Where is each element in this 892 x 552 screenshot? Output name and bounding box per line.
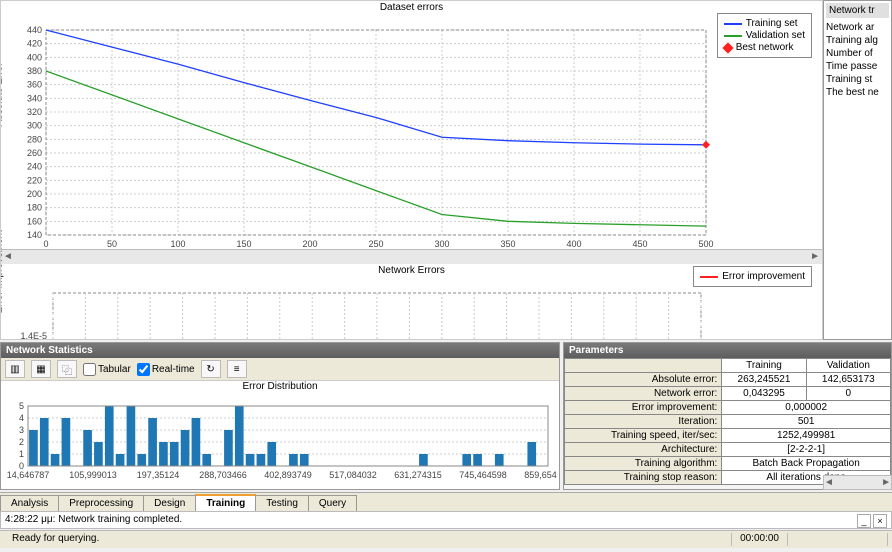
svg-text:859,654881: 859,654881 xyxy=(524,470,557,480)
network-statistics-panel: Network Statistics ▥ ▦ ⿻ Tabular Real-ti… xyxy=(0,342,560,490)
status-text: Ready for querying. xyxy=(4,533,732,546)
stats-toolbar: ▥ ▦ ⿻ Tabular Real-time ↻ ≡ xyxy=(1,358,559,381)
legend-errimp: Error improvement xyxy=(722,271,805,282)
bottom-tabs: AnalysisPreprocessingDesignTrainingTesti… xyxy=(0,492,892,511)
chart1-legend: Training set Validation set Best network xyxy=(717,13,812,58)
svg-text:240: 240 xyxy=(27,162,42,172)
grid-mode-icon[interactable]: ▦ xyxy=(31,360,51,378)
svg-text:250: 250 xyxy=(368,239,383,249)
svg-text:631,274315: 631,274315 xyxy=(394,470,442,480)
svg-text:160: 160 xyxy=(27,216,42,226)
svg-text:400: 400 xyxy=(27,52,42,62)
main-chart-area: Dataset errors Absolute Error 140 160 180 2… xyxy=(0,0,823,340)
svg-text:280: 280 xyxy=(27,134,42,144)
close-log-icon[interactable]: × xyxy=(873,514,887,528)
dist-title: Error Distribution xyxy=(1,381,559,392)
log-time: 4:28:22 μμ: xyxy=(5,514,55,525)
log-msg: Network training completed. xyxy=(58,514,182,525)
svg-text:402,893749: 402,893749 xyxy=(264,470,312,480)
side-line: Time passe xyxy=(826,60,889,73)
svg-text:200: 200 xyxy=(27,189,42,199)
svg-text:5: 5 xyxy=(19,401,24,411)
tab-training[interactable]: Training xyxy=(195,494,256,511)
side-line: Training st xyxy=(826,73,889,86)
svg-text:450: 450 xyxy=(632,239,647,249)
svg-text:745,464598: 745,464598 xyxy=(459,470,507,480)
tab-testing[interactable]: Testing xyxy=(255,495,309,511)
chart2-ylabel: Error Improvement xyxy=(0,230,5,313)
side-line: Network ar xyxy=(826,21,889,34)
tab-analysis[interactable]: Analysis xyxy=(0,495,59,511)
tab-query[interactable]: Query xyxy=(308,495,357,511)
svg-text:440: 440 xyxy=(27,25,42,35)
svg-text:420: 420 xyxy=(27,39,42,49)
svg-text:3: 3 xyxy=(19,425,24,435)
svg-text:14,646787: 14,646787 xyxy=(7,470,50,480)
svg-text:400: 400 xyxy=(566,239,581,249)
side-header: Network tr xyxy=(826,3,889,18)
dataset-errors-chart: Dataset errors Absolute Error 140 160 180 2… xyxy=(1,1,822,249)
chart1-ylabel: Absolute Error xyxy=(0,63,5,127)
status-spacer xyxy=(788,533,888,546)
params-header: Parameters xyxy=(564,343,891,358)
svg-text:50: 50 xyxy=(107,239,117,249)
realtime-checkbox[interactable]: Real-time xyxy=(137,363,195,376)
chart2-legend: Error improvement xyxy=(693,266,812,287)
svg-text:300: 300 xyxy=(27,121,42,131)
svg-text:500: 500 xyxy=(698,239,713,249)
chart-mode-icon[interactable]: ▥ xyxy=(5,360,25,378)
svg-text:0: 0 xyxy=(43,239,48,249)
svg-text:220: 220 xyxy=(27,175,42,185)
settings-icon[interactable]: ≡ xyxy=(227,360,247,378)
error-distribution-chart: Error Distribution 01234514,646787105,99… xyxy=(1,381,559,489)
log-bar: 4:28:22 μμ: Network training completed. … xyxy=(0,511,892,529)
svg-text:360: 360 xyxy=(27,80,42,90)
copy-icon[interactable]: ⿻ xyxy=(57,360,77,378)
tabular-checkbox[interactable]: Tabular xyxy=(83,363,131,376)
chart1-svg: 140 160 180 200 220 240 260 280 300 320 340 360 380 4… xyxy=(1,14,821,249)
svg-text:1,4E-5: 1,4E-5 xyxy=(20,331,47,340)
minimize-log-icon[interactable]: _ xyxy=(857,514,871,528)
side-line: Number of xyxy=(826,47,889,60)
svg-text:4: 4 xyxy=(19,413,24,423)
svg-text:517,084032: 517,084032 xyxy=(329,470,377,480)
tab-preprocessing[interactable]: Preprocessing xyxy=(58,495,144,511)
dist-svg: 01234514,646787105,999013197,35124288,70… xyxy=(1,392,557,484)
svg-text:320: 320 xyxy=(27,107,42,117)
svg-text:197,35124: 197,35124 xyxy=(137,470,180,480)
tab-design[interactable]: Design xyxy=(143,495,196,511)
chart1-title: Dataset errors xyxy=(1,1,822,14)
svg-text:260: 260 xyxy=(27,148,42,158)
params-table: TrainingValidationAbsolute error:263,245… xyxy=(564,358,891,485)
legend-training: Training set xyxy=(746,18,798,29)
svg-text:150: 150 xyxy=(236,239,251,249)
svg-text:2: 2 xyxy=(19,437,24,447)
svg-text:300: 300 xyxy=(434,239,449,249)
status-bar: Ready for querying. 00:00:00 xyxy=(0,530,892,548)
svg-text:1: 1 xyxy=(19,449,24,459)
svg-text:200: 200 xyxy=(302,239,317,249)
info-side-panel: Network tr Network arTraining algNumber … xyxy=(823,0,892,340)
legend-best: Best network xyxy=(736,42,794,53)
svg-text:100: 100 xyxy=(170,239,185,249)
svg-text:340: 340 xyxy=(27,93,42,103)
legend-validation: Validation set xyxy=(746,30,805,41)
side-line: The best ne xyxy=(826,86,889,99)
chart1-hscroll[interactable] xyxy=(1,249,822,264)
network-errors-chart: Network Errors Error Improvement 1,4E-53… xyxy=(1,264,822,340)
parameters-panel: Parameters TrainingValidationAbsolute er… xyxy=(563,342,892,490)
svg-text:380: 380 xyxy=(27,66,42,76)
svg-text:140: 140 xyxy=(27,230,42,240)
stats-header: Network Statistics xyxy=(1,343,559,358)
status-time: 00:00:00 xyxy=(732,533,788,546)
svg-text:180: 180 xyxy=(27,203,42,213)
refresh-icon[interactable]: ↻ xyxy=(201,360,221,378)
side-hscroll[interactable]: ◄► xyxy=(823,475,892,490)
log-icons: _× xyxy=(855,514,887,526)
svg-text:105,999013: 105,999013 xyxy=(69,470,117,480)
svg-text:288,703466: 288,703466 xyxy=(199,470,247,480)
svg-text:350: 350 xyxy=(500,239,515,249)
side-line: Training alg xyxy=(826,34,889,47)
